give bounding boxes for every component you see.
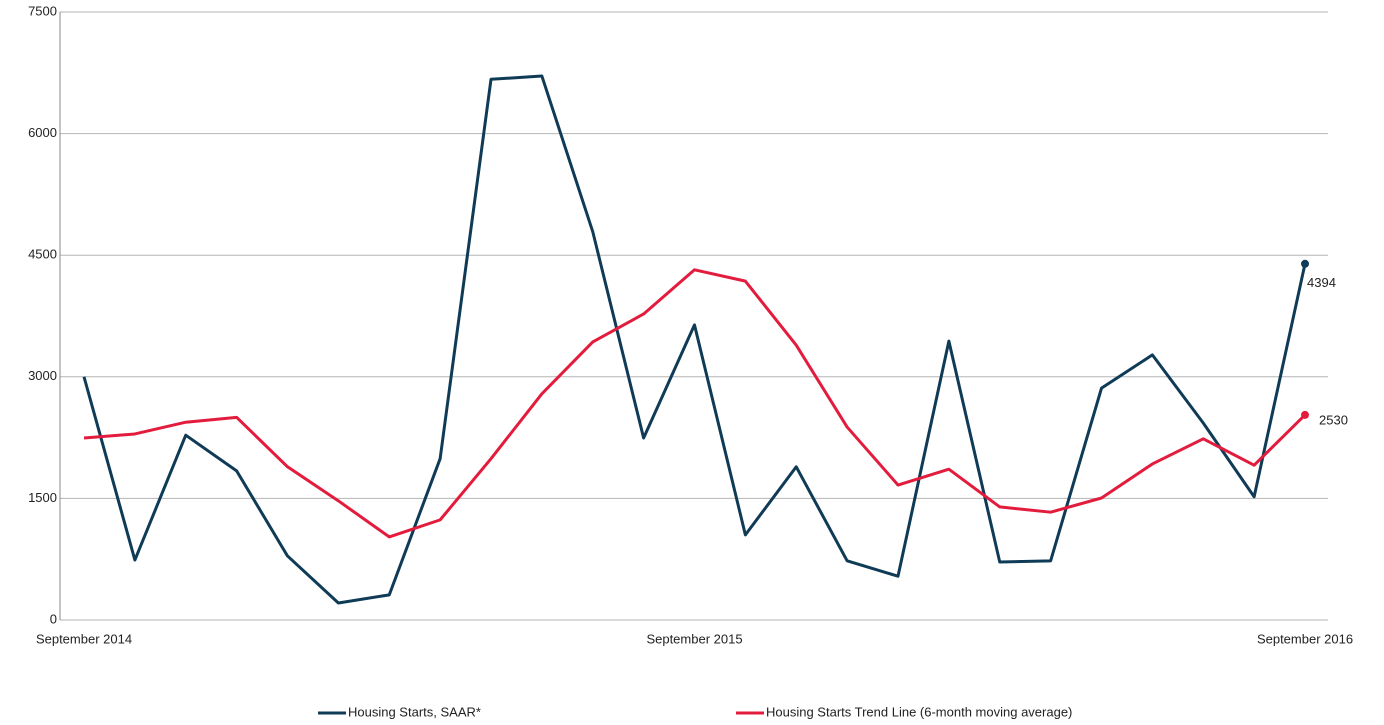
end-point <box>1301 259 1309 268</box>
y-tick-label: 7500 <box>28 3 57 18</box>
series-line <box>82 74 1307 605</box>
data-label: 4394 <box>1307 275 1336 290</box>
x-tick-label: September 2016 <box>1257 631 1353 646</box>
y-tick-label: 1500 <box>28 490 57 505</box>
y-tick-label: 0 <box>50 611 57 626</box>
y-tick-label: 4500 <box>28 247 57 262</box>
y-tick-label: 6000 <box>28 125 57 140</box>
x-tick-label: September 2014 <box>36 631 132 646</box>
end-point <box>1301 410 1309 419</box>
x-tick-label: September 2015 <box>646 631 742 646</box>
legend-label: Housing Starts, SAAR* <box>348 704 481 719</box>
y-tick-label: 3000 <box>28 368 57 383</box>
series-line <box>83 268 1307 539</box>
legend-label: Housing Starts Trend Line (6-month movin… <box>766 704 1072 719</box>
data-label: 2530 <box>1319 412 1348 427</box>
